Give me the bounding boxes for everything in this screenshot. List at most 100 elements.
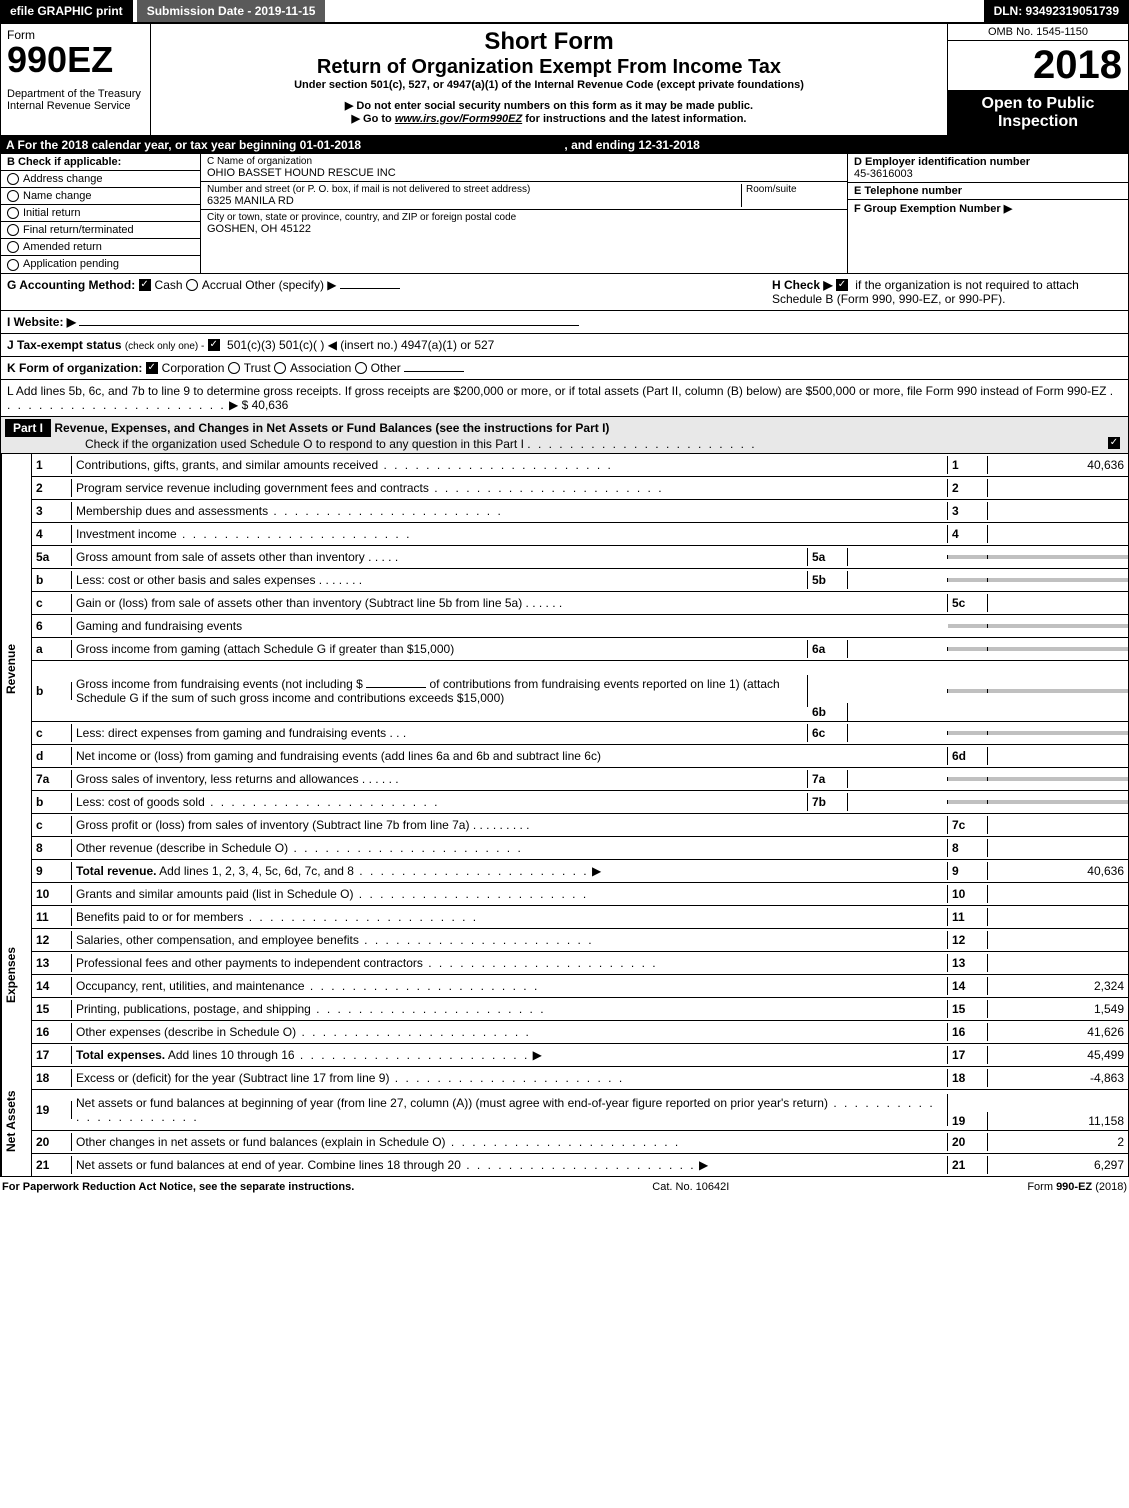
line-16-rnum: 16 bbox=[948, 1023, 988, 1041]
line-11-text: Benefits paid to or for members bbox=[72, 908, 948, 926]
line-6b-val bbox=[848, 689, 948, 693]
main-table: Revenue 1 Contributions, gifts, grants, … bbox=[0, 454, 1129, 1177]
line-7a-mid: 7a bbox=[808, 770, 848, 788]
corporation-checkbox[interactable]: ✓ bbox=[146, 362, 158, 374]
line-21-text: Net assets or fund balances at end of ye… bbox=[72, 1156, 948, 1174]
section-h: H Check ▶ ✓ if the organization is not r… bbox=[772, 278, 1122, 306]
line-4: 4 Investment income 4 bbox=[32, 523, 1128, 546]
line-6d-rnum: 6d bbox=[948, 747, 988, 765]
other-specify-field[interactable] bbox=[340, 288, 400, 289]
line-16-num: 16 bbox=[32, 1023, 72, 1041]
line-8-text: Other revenue (describe in Schedule O) bbox=[72, 839, 948, 857]
footer-left: For Paperwork Reduction Act Notice, see … bbox=[2, 1181, 354, 1193]
other-org-checkbox[interactable] bbox=[355, 362, 367, 374]
website-field[interactable] bbox=[79, 325, 579, 326]
section-c: C Name of organization OHIO BASSET HOUND… bbox=[201, 154, 848, 273]
form-org-label: K Form of organization: bbox=[7, 361, 142, 375]
check-application-pending[interactable]: Application pending bbox=[1, 256, 200, 272]
line-6b-num: b bbox=[32, 682, 72, 700]
line-5b: b Less: cost or other basis and sales ex… bbox=[32, 569, 1128, 592]
section-b: B Check if applicable: Address change Na… bbox=[1, 154, 201, 273]
line-6a-val bbox=[848, 647, 948, 651]
line-7b-shade2 bbox=[988, 800, 1128, 804]
line-15: 15 Printing, publications, postage, and … bbox=[32, 998, 1128, 1021]
line-5b-val bbox=[848, 578, 948, 582]
line-6d-val bbox=[988, 754, 1128, 758]
line-21: 21 Net assets or fund balances at end of… bbox=[32, 1154, 1128, 1176]
line-15-rnum: 15 bbox=[948, 1000, 988, 1018]
line-5b-num: b bbox=[32, 571, 72, 589]
line-7c-val bbox=[988, 823, 1128, 827]
trust-checkbox[interactable] bbox=[228, 362, 240, 374]
other-label: Other (specify) ▶ bbox=[245, 278, 336, 292]
efile-label[interactable]: efile GRAPHIC print bbox=[0, 0, 133, 22]
city-label: City or town, state or province, country… bbox=[207, 212, 841, 223]
top-bar-left: efile GRAPHIC print Submission Date - 20… bbox=[0, 0, 325, 22]
line-13-text: Professional fees and other payments to … bbox=[72, 954, 948, 972]
line-13-val bbox=[988, 961, 1128, 965]
check-final-return[interactable]: Final return/terminated bbox=[1, 222, 200, 239]
line-10-val bbox=[988, 892, 1128, 896]
org-name-block: C Name of organization OHIO BASSET HOUND… bbox=[201, 154, 847, 182]
other-org-field[interactable] bbox=[404, 371, 464, 372]
line-14-rnum: 14 bbox=[948, 977, 988, 995]
501c3-checkbox[interactable]: ✓ bbox=[208, 339, 220, 351]
line-6c-shade1 bbox=[948, 731, 988, 735]
phone-label: E Telephone number bbox=[854, 185, 1122, 197]
line-5a-val bbox=[848, 555, 948, 559]
line-12-num: 12 bbox=[32, 931, 72, 949]
line-6c-val bbox=[848, 731, 948, 735]
submission-date-button[interactable]: Submission Date - 2019-11-15 bbox=[137, 0, 326, 22]
line-6c: c Less: direct expenses from gaming and … bbox=[32, 722, 1128, 745]
association-checkbox[interactable] bbox=[274, 362, 286, 374]
accrual-checkbox[interactable] bbox=[186, 279, 198, 291]
line-11-val bbox=[988, 915, 1128, 919]
cash-checkbox[interactable]: ✓ bbox=[139, 279, 151, 291]
line-5a-shade1 bbox=[948, 555, 988, 559]
line-14-text: Occupancy, rent, utilities, and maintena… bbox=[72, 977, 948, 995]
net-assets-label: Net Assets bbox=[1, 1067, 31, 1176]
line-7c-num: c bbox=[32, 816, 72, 834]
line-1-val: 40,636 bbox=[988, 456, 1128, 474]
assoc-label: Association bbox=[290, 361, 351, 375]
line-15-num: 15 bbox=[32, 1000, 72, 1018]
line-8-val bbox=[988, 846, 1128, 850]
check-amended-return[interactable]: Amended return bbox=[1, 239, 200, 256]
line-12: 12 Salaries, other compensation, and emp… bbox=[32, 929, 1128, 952]
section-d: D Employer identification number 45-3616… bbox=[848, 154, 1128, 183]
line-5c-val bbox=[988, 601, 1128, 605]
line-20-val: 2 bbox=[988, 1133, 1128, 1151]
check-initial-return[interactable]: Initial return bbox=[1, 205, 200, 222]
line-4-rnum: 4 bbox=[948, 525, 988, 543]
main-title: Return of Organization Exempt From Incom… bbox=[157, 56, 941, 79]
accrual-label: Accrual bbox=[202, 278, 242, 292]
line-6b-mid: 6b bbox=[808, 703, 848, 721]
line-7b-text: Less: cost of goods sold bbox=[72, 793, 808, 811]
line-6-shade2 bbox=[988, 624, 1128, 628]
open-public-label: Open to Public Inspection bbox=[948, 91, 1128, 135]
line-6b-shade2 bbox=[988, 689, 1128, 693]
org-name: OHIO BASSET HOUND RESCUE INC bbox=[207, 167, 841, 179]
line-7b-mid: 7b bbox=[808, 793, 848, 811]
line-6b-field[interactable] bbox=[366, 687, 426, 688]
section-a-ending: , and ending 12-31-2018 bbox=[564, 138, 699, 152]
check-address-change[interactable]: Address change bbox=[1, 171, 200, 188]
line-19-val: 11,158 bbox=[988, 1112, 1128, 1130]
section-b-label: B Check if applicable: bbox=[1, 154, 200, 171]
line-6d-text: Net income or (loss) from gaming and fun… bbox=[72, 747, 948, 765]
h-checkbox[interactable]: ✓ bbox=[836, 279, 848, 291]
line-5b-shade1 bbox=[948, 578, 988, 582]
check-name-change[interactable]: Name change bbox=[1, 188, 200, 205]
part-1-checkbox[interactable]: ✓ bbox=[1108, 437, 1120, 449]
line-6-num: 6 bbox=[32, 617, 72, 635]
omb-number: OMB No. 1545-1150 bbox=[948, 24, 1128, 41]
line-18-text: Excess or (deficit) for the year (Subtra… bbox=[72, 1069, 948, 1087]
line-7c-rnum: 7c bbox=[948, 816, 988, 834]
revenue-section: Revenue 1 Contributions, gifts, grants, … bbox=[1, 454, 1128, 883]
warning-2: ▶ Go to www.irs.gov/Form990EZ for instru… bbox=[157, 112, 941, 125]
other-org-label: Other bbox=[371, 361, 401, 375]
line-9-text: Total revenue. Add lines 1, 2, 3, 4, 5c,… bbox=[72, 862, 948, 880]
ein-value: 45-3616003 bbox=[854, 168, 1122, 180]
section-g: G Accounting Method: ✓Cash Accrual Other… bbox=[7, 278, 772, 306]
line-5a-shade2 bbox=[988, 555, 1128, 559]
